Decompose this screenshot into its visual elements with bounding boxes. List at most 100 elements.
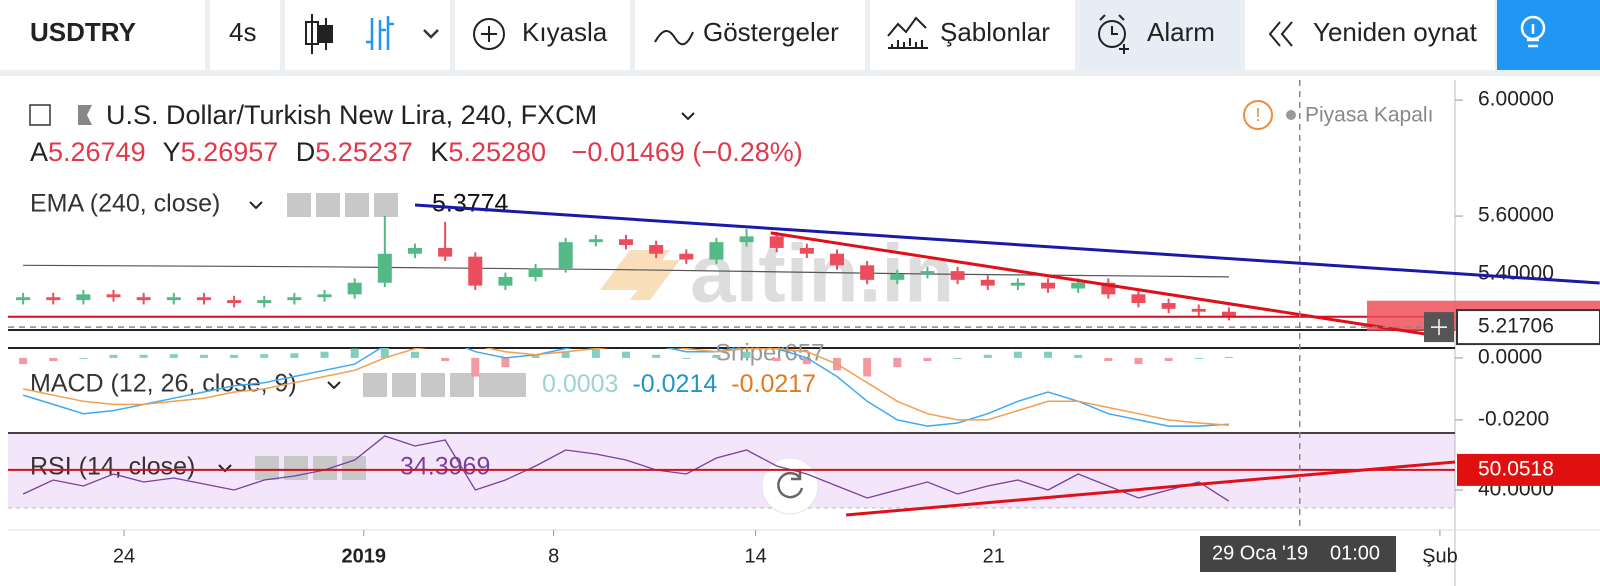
button[interactable]	[1080, 0, 1240, 70]
idea-button[interactable]	[1497, 0, 1600, 70]
candle-body	[1221, 311, 1236, 317]
macd-bar	[893, 357, 902, 368]
button[interactable]	[0, 0, 205, 70]
macd-bar	[380, 348, 389, 358]
bar-icon	[366, 16, 439, 50]
rsi-label-bg	[1457, 453, 1600, 486]
button[interactable]	[1245, 0, 1495, 70]
template-icon	[887, 16, 928, 49]
candle-body	[1101, 282, 1116, 295]
ohlc-name: D	[296, 137, 316, 167]
macd-bar	[682, 357, 691, 359]
candle-body	[16, 297, 31, 301]
candle-body	[679, 253, 694, 260]
candle-body	[649, 245, 664, 254]
x-tick-label: 21	[983, 545, 1005, 567]
crosshair-time: 01:00	[1330, 542, 1380, 564]
chart-title: U.S. Dollar/Turkish New Lira, 240, FXCM	[106, 100, 597, 130]
collapse-icon[interactable]	[29, 104, 51, 126]
candle-body	[468, 256, 483, 286]
chevron[interactable]	[681, 112, 695, 121]
candle-body	[799, 247, 814, 254]
candle-body	[76, 294, 91, 301]
candle-body	[558, 242, 573, 269]
chevron[interactable]	[327, 381, 341, 390]
macd-bar	[109, 354, 118, 358]
warning-mark: !	[1255, 105, 1260, 125]
compare-icon	[473, 18, 505, 50]
trend-line	[770, 231, 1432, 337]
x-tick-label: Şub	[1422, 545, 1458, 567]
price-pane	[16, 216, 1236, 321]
button-label[interactable]: Kıyasla	[522, 17, 608, 47]
y-tick-label: 5.60000	[1478, 204, 1554, 227]
signal-line	[22, 348, 1229, 426]
y-tick-label: -0.0200	[1478, 407, 1549, 430]
legend-buttons[interactable]	[255, 456, 366, 480]
candle-body	[498, 276, 513, 286]
ohlc-name: A	[30, 137, 48, 167]
button-label[interactable]: Yeniden oynat	[1313, 17, 1478, 47]
candle-body	[860, 265, 875, 280]
change: −0.01469 (−0.28%)	[572, 137, 803, 167]
macd-bar	[863, 357, 872, 377]
rsi-bg	[8, 434, 1455, 508]
legend-buttons[interactable]	[363, 373, 526, 397]
warning-icon	[1243, 100, 1273, 130]
rsi-trend-line	[845, 460, 1456, 517]
macd-bar	[199, 354, 208, 358]
x-tick-label: 24	[113, 545, 135, 567]
button[interactable]	[210, 0, 280, 70]
readout: -0.0214	[632, 370, 717, 398]
watermark-logo	[600, 250, 680, 300]
replay-button[interactable]	[761, 457, 819, 515]
macd-bar	[561, 351, 570, 358]
candle-body	[1161, 303, 1176, 309]
candle-body	[1010, 282, 1025, 286]
candle-body	[377, 253, 392, 283]
macd-bar	[802, 357, 811, 365]
chevron[interactable]	[249, 201, 263, 210]
candle-body	[166, 297, 181, 301]
readout: 0.0003	[542, 370, 618, 398]
ohlc-value: 5.25237	[315, 137, 413, 167]
button-label[interactable]: Göstergeler	[703, 17, 839, 47]
button-label[interactable]: Şablonlar	[940, 17, 1050, 47]
y-tick-label: 5.40000	[1478, 262, 1554, 285]
ohlc-value: 5.26957	[181, 137, 279, 167]
macd-bar	[1194, 357, 1203, 359]
button[interactable]	[285, 0, 450, 70]
macd-bar	[621, 351, 630, 358]
symbol[interactable]: USDTRY	[30, 17, 136, 47]
rsi-pane	[22, 435, 1230, 502]
macd-readouts: 0.0003 -0.0214 -0.0217	[542, 370, 816, 398]
x-tick-label: 8	[548, 545, 559, 567]
candle-body	[317, 294, 332, 298]
legend-buttons[interactable]	[287, 193, 398, 217]
interval[interactable]: 4s	[229, 17, 256, 47]
macd-bar	[923, 357, 932, 362]
ohlc-value: 5.26749	[48, 137, 146, 167]
macd-bar	[441, 357, 450, 362]
ema-value: 5.3774	[432, 190, 509, 218]
macd-bar	[983, 354, 992, 358]
macd-bar	[953, 357, 962, 359]
macd-bar	[350, 348, 359, 358]
macd-pane	[19, 348, 1233, 427]
y-tick-label: 0.0000	[1478, 345, 1542, 368]
macd-bar	[139, 354, 148, 358]
crosshair-y-label: 5.21706	[1478, 315, 1554, 338]
chevron[interactable]	[218, 464, 232, 473]
candle-body	[588, 239, 603, 243]
macd-bar	[320, 351, 329, 358]
macd-bar	[79, 357, 88, 359]
candle-body	[830, 253, 845, 266]
crosshair-date: 29 Oca '19	[1212, 542, 1308, 564]
button[interactable]	[870, 0, 1075, 70]
macd-bar	[230, 354, 239, 358]
button-label[interactable]: Alarm	[1147, 17, 1215, 47]
candle-body	[528, 268, 543, 277]
macd-bar	[49, 357, 58, 362]
